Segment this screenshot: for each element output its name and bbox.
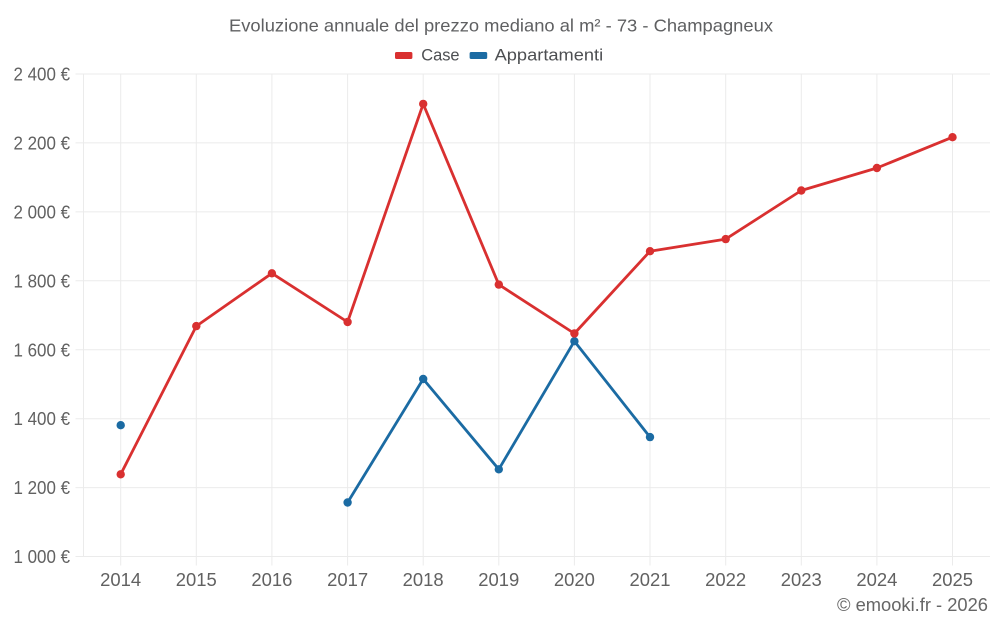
- svg-text:© emooki.fr - 2026: © emooki.fr - 2026: [837, 594, 988, 615]
- svg-text:2024: 2024: [856, 570, 897, 590]
- svg-text:2018: 2018: [403, 570, 444, 590]
- svg-text:1 600 €: 1 600 €: [14, 340, 71, 360]
- svg-text:2019: 2019: [478, 570, 519, 590]
- svg-text:Appartamenti: Appartamenti: [495, 46, 604, 64]
- svg-text:2022: 2022: [705, 570, 746, 590]
- svg-text:2017: 2017: [327, 570, 368, 590]
- svg-text:Evoluzione annuale del prezzo: Evoluzione annuale del prezzo mediano al…: [229, 15, 773, 35]
- svg-text:1 000 €: 1 000 €: [14, 547, 71, 567]
- svg-text:2020: 2020: [554, 570, 595, 590]
- svg-text:1 800 €: 1 800 €: [14, 271, 71, 291]
- svg-text:2 200 €: 2 200 €: [14, 133, 71, 153]
- svg-text:2015: 2015: [176, 570, 217, 590]
- svg-text:1 400 €: 1 400 €: [14, 409, 71, 429]
- svg-text:2025: 2025: [932, 570, 973, 590]
- svg-text:2016: 2016: [251, 570, 292, 590]
- svg-text:2014: 2014: [100, 570, 141, 590]
- svg-text:Case: Case: [421, 46, 459, 64]
- svg-text:2021: 2021: [630, 570, 671, 590]
- svg-text:2 000 €: 2 000 €: [14, 202, 71, 222]
- svg-text:2023: 2023: [781, 570, 822, 590]
- svg-text:2 400 €: 2 400 €: [14, 65, 71, 85]
- svg-text:1 200 €: 1 200 €: [14, 478, 71, 498]
